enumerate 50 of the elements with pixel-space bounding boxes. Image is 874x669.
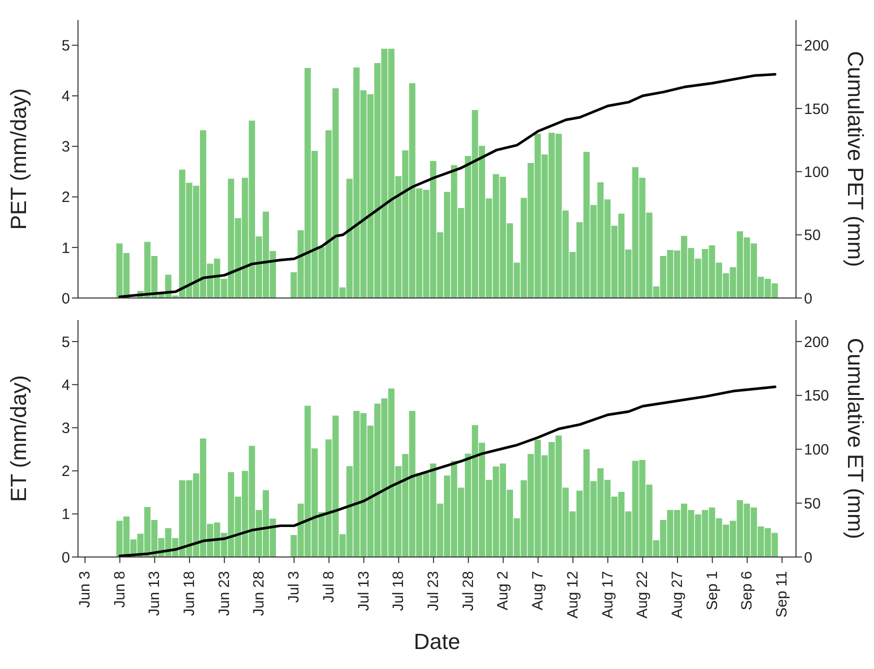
y-tick-label: 1 (62, 506, 70, 524)
x-tick-label: Jun 28 (250, 571, 268, 616)
x-tick-label: Aug 2 (494, 571, 512, 610)
x-tick-label: Aug 17 (599, 571, 616, 619)
x-tick-label: Jul 3 (286, 571, 303, 603)
y2-axis-title: Cumulative ET (mm) (843, 338, 868, 540)
y2-tick-label: 0 (804, 549, 812, 566)
y-tick-label: 2 (62, 189, 70, 206)
y2-tick-label: 150 (804, 100, 830, 118)
y2-tick-label: 100 (804, 164, 830, 181)
y2-tick-label: 150 (804, 388, 830, 405)
y-tick-label: 3 (62, 138, 70, 156)
x-tick-label: Jun 23 (216, 571, 233, 616)
y-tick-label: 1 (62, 240, 70, 257)
y-tick-label: 0 (62, 549, 70, 566)
y-tick-label: 4 (62, 376, 70, 394)
x-tick-label: Sep 11 (774, 571, 791, 618)
x-tick-label: Jul 8 (320, 571, 338, 603)
y2-tick-label: 200 (804, 334, 830, 351)
y2-tick-label: 50 (804, 227, 821, 244)
y-tick-label: 4 (62, 88, 70, 106)
x-tick-label: Jun 3 (76, 571, 94, 608)
x-tick-label: Jun 18 (181, 571, 198, 616)
y-tick-label: 5 (62, 38, 70, 55)
x-tick-label: Aug 27 (668, 571, 686, 619)
y-axis-title: PET (mm/day) (6, 88, 31, 230)
x-tick-label: Jul 13 (355, 571, 372, 612)
y-tick-label: 2 (62, 463, 70, 480)
y-tick-label: 0 (62, 290, 70, 308)
x-tick-label: Jul 23 (425, 571, 442, 612)
x-tick-label: Sep 1 (704, 571, 721, 610)
x-tick-label: Aug 22 (634, 571, 652, 619)
x-tick-label: Aug 7 (530, 571, 547, 610)
x-tick-label: Sep 6 (738, 571, 756, 610)
x-axis-title: Date (414, 629, 460, 654)
line-series (118, 73, 776, 298)
y2-tick-label: 0 (804, 290, 812, 308)
y-axis-title: ET (mm/day) (6, 375, 31, 502)
x-tick-label: Jul 28 (460, 571, 477, 612)
x-tick-label: Jul 18 (390, 571, 408, 612)
line-series (118, 385, 776, 557)
y2-tick-label: 200 (804, 38, 830, 55)
y-tick-label: 5 (62, 334, 70, 351)
y2-tick-label: 50 (804, 495, 821, 512)
x-tick-label: Aug 12 (564, 571, 582, 619)
x-tick-label: Jun 8 (111, 571, 128, 608)
y2-axis-title: Cumulative PET (mm) (843, 51, 868, 267)
x-tick-label: Jun 13 (146, 571, 164, 616)
y-tick-label: 3 (62, 420, 70, 438)
y2-tick-label: 100 (804, 442, 830, 459)
